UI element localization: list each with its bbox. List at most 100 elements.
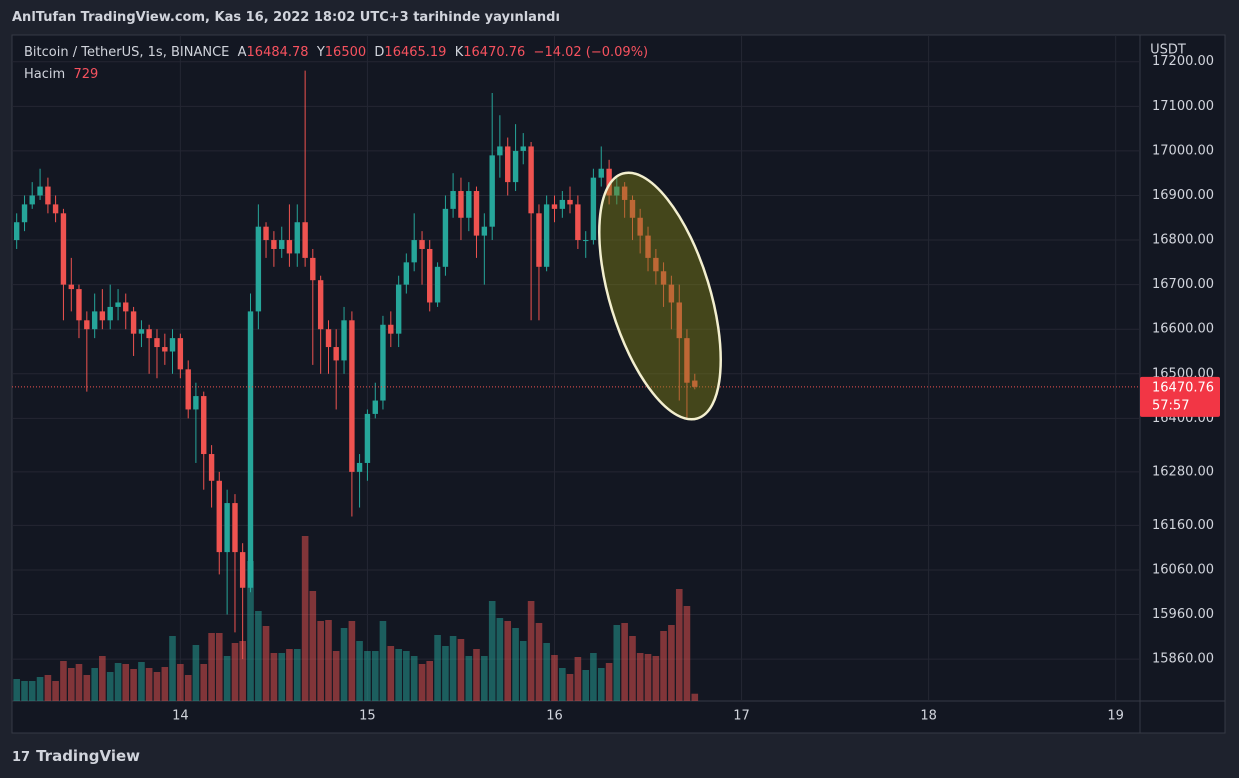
candle-layer — [12, 70, 1140, 660]
candle-body — [388, 324, 394, 334]
volume-bar — [379, 621, 387, 701]
candle-body — [395, 284, 402, 334]
candle-body — [255, 226, 262, 312]
candle-body — [668, 284, 675, 303]
candle-body — [489, 155, 495, 227]
volume-bar — [348, 621, 356, 701]
candle-body — [99, 311, 106, 321]
volume-bar — [371, 651, 379, 701]
volume-bar — [317, 621, 324, 701]
y-tick-label: 17100.00 — [1152, 99, 1214, 114]
volume-bar — [60, 661, 67, 701]
volume-bar — [44, 675, 52, 701]
candle-body — [294, 222, 300, 254]
candle-body — [427, 248, 433, 303]
volume-legend: Hacim 729 — [24, 67, 98, 82]
candle-body — [551, 204, 558, 209]
volume-bar — [161, 667, 169, 701]
volume-bar — [91, 668, 98, 701]
volume-bar — [512, 628, 519, 701]
candle-body — [177, 338, 184, 370]
ohlc-letter: A — [237, 45, 247, 60]
volume-bar — [52, 681, 59, 701]
y-tick-label: 17000.00 — [1152, 143, 1214, 158]
candle-body — [481, 226, 488, 236]
volume-bar — [262, 626, 270, 701]
candle-body — [598, 168, 604, 178]
volume-bar — [356, 641, 363, 701]
candle-body — [543, 204, 550, 267]
volume-bar — [410, 656, 418, 701]
volume-bar — [582, 670, 590, 701]
candle-body — [372, 400, 378, 414]
volume-bar — [403, 651, 410, 701]
candle-body — [575, 204, 581, 241]
candle-body — [76, 289, 82, 321]
volume-bar — [36, 677, 44, 701]
header-title: AnlTufan TradingView.com, Kas 16, 2022 1… — [12, 10, 560, 25]
volume-bar — [551, 655, 558, 701]
candle-body — [692, 380, 698, 387]
axis-layer: 17200.00 17100.00 17000.00 16900.00 16800.00… — [172, 54, 1220, 724]
highlight-ellipse — [598, 171, 722, 421]
volume-bar — [99, 656, 106, 701]
candle-body — [349, 320, 355, 472]
candle-body — [310, 257, 316, 281]
volume-bar — [114, 663, 122, 701]
candle-body — [411, 240, 417, 263]
candle-body — [684, 338, 690, 383]
candle-body — [60, 213, 67, 285]
volume-bar — [535, 623, 543, 701]
volume-bar — [340, 628, 348, 701]
candle-body — [37, 186, 43, 196]
volume-bar — [652, 656, 660, 701]
candle-body — [356, 462, 363, 472]
candle-body — [341, 320, 347, 361]
y-tick-label: 16280.00 — [1152, 464, 1214, 479]
volume-bar — [247, 561, 254, 701]
footer-brand: 𝟭𝟳 TradingView — [12, 747, 141, 765]
candle-body — [154, 338, 160, 348]
volume-bar — [605, 663, 613, 701]
candle-body — [653, 257, 659, 272]
candle-body — [629, 199, 636, 218]
brand: TradingView — [36, 747, 141, 765]
candle-body — [614, 186, 620, 196]
price-tag-value: 16470.76 — [1152, 380, 1214, 395]
volume-bar — [387, 646, 395, 701]
volume-bar — [301, 536, 309, 701]
candle-body — [583, 240, 589, 242]
volume-bar — [28, 681, 36, 701]
volume-bar — [621, 623, 628, 701]
volume-bar — [675, 589, 683, 701]
candle-body — [466, 191, 472, 218]
candle-body — [590, 177, 597, 241]
legend: Bitcoin / TetherUS, 1s, BINANCE A16484.7… — [24, 45, 648, 60]
candle-body — [364, 413, 371, 463]
volume-bar — [364, 651, 371, 701]
countdown: 57:57 — [1152, 398, 1189, 413]
volume-bar — [543, 643, 550, 701]
candle-body — [193, 396, 199, 410]
volume-bar — [644, 654, 652, 701]
candle-body — [505, 146, 511, 183]
candle-body — [419, 240, 425, 249]
candle-body — [91, 311, 98, 330]
volume-bar — [138, 662, 145, 701]
volume-bar — [106, 672, 114, 701]
volume-bar — [488, 601, 496, 701]
candle-body — [52, 204, 59, 214]
volume-bar — [590, 653, 597, 701]
volume-bar — [332, 651, 340, 701]
candle-body — [497, 146, 503, 156]
candle-body — [450, 191, 456, 209]
volume-bar — [457, 639, 465, 701]
candle-body — [201, 396, 207, 455]
candle-body — [279, 240, 285, 249]
price-tag — [1140, 376, 1220, 417]
candle-body — [528, 146, 534, 214]
y-tick-label: 15960.00 — [1152, 607, 1214, 622]
volume-bar — [636, 653, 644, 701]
ohlc-value: 16470.76 — [463, 45, 526, 60]
